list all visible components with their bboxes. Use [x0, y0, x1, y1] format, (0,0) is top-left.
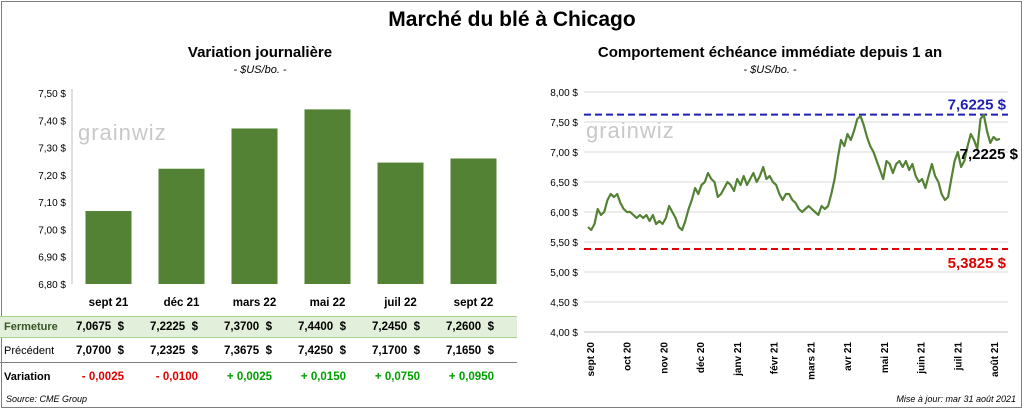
price-series-line: [587, 113, 1001, 232]
y-tick-label: 6,90 $: [38, 253, 66, 264]
y-tick-label: 7,50 $: [550, 118, 578, 129]
min-label: 5,3825 $: [948, 255, 1007, 272]
y-tick-label: 6,00 $: [550, 208, 578, 219]
bar-chart-title: Variation journalière: [187, 44, 333, 61]
x-tick-label: juil 22: [383, 297, 417, 309]
x-tick-label: mars 21: [806, 342, 817, 380]
x-tick-label: juil 21: [953, 342, 964, 372]
line-chart-title: Comportement échéance immédiate depuis 1…: [597, 44, 943, 61]
x-tick-label: mai 21: [880, 342, 891, 374]
variation-cell: - 0,0025: [81, 371, 124, 383]
x-tick-label: déc 21: [164, 297, 200, 309]
y-tick-label: 7,50 $: [38, 89, 66, 100]
table-row-close: Fermeture 7,0675 $ 7,2225 $ 7,3700 $ 7,4…: [0, 316, 517, 338]
row-label-variation: Variation: [4, 371, 51, 383]
x-tick-label: juin 21: [917, 342, 928, 375]
x-tick-label: mai 22: [310, 297, 346, 309]
x-tick-label: févr 21: [770, 342, 781, 375]
x-tick-label: mars 22: [233, 297, 276, 309]
page-title: Marché du blé à Chicago: [388, 8, 636, 31]
y-tick-label: 7,30 $: [38, 144, 66, 155]
y-tick-label: 7,20 $: [38, 171, 66, 182]
previous-cell: 7,1650 $: [446, 345, 494, 357]
x-tick-label: sept 20: [586, 342, 597, 377]
bar: [158, 168, 205, 284]
table-row-variation: Variation - 0,0025 - 0,0100 + 0,0025 + 0…: [0, 367, 517, 389]
last-value-label: 7,2225 $: [960, 146, 1019, 163]
bar-chart: grainwiz 6,80 $ 6,90 $ 7,00 $ 7,10 $ 7,20 $ 7,…: [38, 89, 497, 309]
x-tick-label: août 21: [990, 342, 1001, 377]
previous-cell: 7,0700 $: [76, 345, 124, 357]
x-tick-label: déc 20: [696, 342, 707, 374]
variation-cell: + 0,0025: [226, 371, 272, 383]
y-tick-label: 7,00 $: [38, 225, 66, 236]
previous-cell: 7,3675 $: [224, 345, 272, 357]
bar: [231, 128, 278, 284]
x-tick-label: sept 22: [454, 297, 494, 309]
variation-cell: + 0,0950: [448, 371, 494, 383]
watermark-logo: grainwiz: [78, 120, 167, 145]
update-note: Mise à jour: mar 31 août 2021: [896, 394, 1016, 404]
variation-cell: + 0,0150: [300, 371, 346, 383]
close-cell: 7,4400 $: [298, 321, 346, 333]
bar: [450, 158, 497, 284]
row-label-close: Fermeture: [4, 321, 58, 333]
bar: [85, 211, 132, 284]
y-tick-label: 5,50 $: [550, 238, 578, 249]
previous-cell: 7,4250 $: [298, 345, 346, 357]
close-cell: 7,2450 $: [372, 321, 420, 333]
close-cell: 7,2600 $: [446, 321, 494, 333]
y-tick-label: 6,50 $: [550, 178, 578, 189]
bar-chart-subtitle: - $US/bo. -: [233, 64, 287, 76]
y-tick-label: 6,80 $: [38, 280, 66, 291]
y-tick-label: 7,00 $: [550, 148, 578, 159]
bar: [377, 162, 424, 284]
source-note: Source: CME Group: [6, 394, 88, 404]
max-label: 7,6225 $: [948, 97, 1007, 114]
close-cell: 7,3700 $: [224, 321, 272, 333]
table-row-previous: Précédent 7,0700 $ 7,2325 $ 7,3675 $ 7,4…: [0, 341, 517, 363]
y-tick-label: 4,00 $: [550, 328, 578, 339]
row-label-previous: Précédent: [4, 345, 55, 357]
y-tick-label: 4,50 $: [550, 298, 578, 309]
variation-cell: - 0,0100: [155, 371, 198, 383]
x-tick-label: sept 21: [89, 297, 129, 309]
bar: [304, 109, 351, 284]
previous-cell: 7,2325 $: [150, 345, 198, 357]
line-chart-subtitle: - $US/bo. -: [743, 64, 797, 76]
y-tick-label: 7,10 $: [38, 198, 66, 209]
x-tick-label: avr 21: [843, 342, 854, 371]
y-tick-label: 8,00 $: [550, 88, 578, 99]
x-tick-label: oct 20: [623, 342, 634, 371]
close-cell: 7,2225 $: [150, 321, 198, 333]
y-tick-label: 7,40 $: [38, 116, 66, 127]
y-tick-label: 5,00 $: [550, 268, 578, 279]
x-tick-label: janv 21: [733, 342, 744, 377]
x-tick-label: nov 20: [659, 342, 670, 374]
previous-cell: 7,1700 $: [372, 345, 420, 357]
variation-cell: + 0,0750: [374, 371, 420, 383]
close-cell: 7,0675 $: [76, 321, 124, 333]
